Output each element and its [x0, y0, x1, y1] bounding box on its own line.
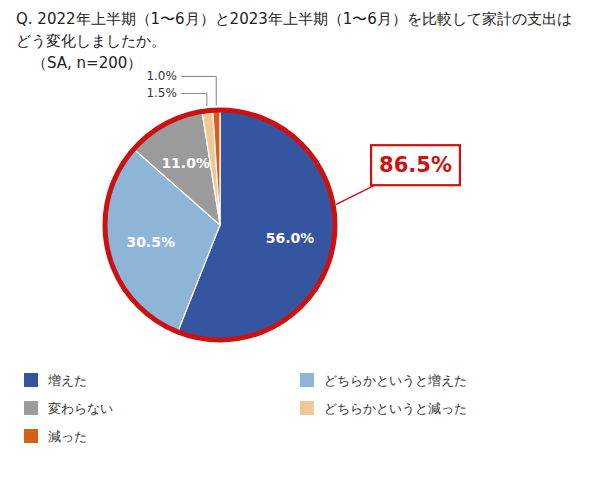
- legend-swatch: [24, 429, 38, 443]
- data-label: 11.0%: [161, 155, 210, 171]
- chart: Q. 2022年上半期（1〜6月）と2023年上半期（1〜6月）を比較して家計の…: [0, 0, 600, 492]
- title-line: どう変化しましたか。: [16, 32, 166, 50]
- annotation: 86.5%: [371, 145, 460, 185]
- annotation-text: 86.5%: [379, 153, 452, 177]
- legend-swatch: [300, 401, 314, 415]
- legend-swatch: [300, 373, 314, 387]
- title: Q. 2022年上半期（1〜6月）と2023年上半期（1〜6月）を比較して家計の…: [16, 10, 572, 50]
- pie: 56.0% 30.5% 11.0% 1.5% 1.0% 86.5%: [105, 69, 460, 340]
- leader-line: [181, 76, 216, 105]
- data-label: 56.0%: [266, 230, 315, 246]
- leader-line: [181, 93, 207, 106]
- subtitle: （SA, n=200）: [32, 54, 142, 72]
- legend-label: どちらかというと減った: [324, 401, 467, 416]
- legend-label: どちらかというと増えた: [324, 373, 467, 388]
- title-line: Q. 2022年上半期（1〜6月）と2023年上半期（1〜6月）を比較して家計の…: [16, 10, 572, 28]
- legend: 増えた どちらかというと増えた変わらない どちらかというと減った減った: [24, 373, 467, 444]
- legend-label: 増えた: [47, 373, 87, 388]
- legend-label: 減った: [48, 429, 87, 444]
- pie-slice: [213, 110, 220, 225]
- annotation-box: [371, 145, 460, 185]
- background: [0, 0, 600, 492]
- data-label: 1.5%: [146, 86, 177, 100]
- legend-swatch: [24, 401, 38, 415]
- legend-label: 変わらない: [48, 401, 113, 416]
- data-label: 30.5%: [126, 234, 175, 250]
- legend-swatch: [24, 373, 38, 387]
- data-label: 1.0%: [146, 69, 177, 83]
- highlight-ring: [105, 110, 335, 340]
